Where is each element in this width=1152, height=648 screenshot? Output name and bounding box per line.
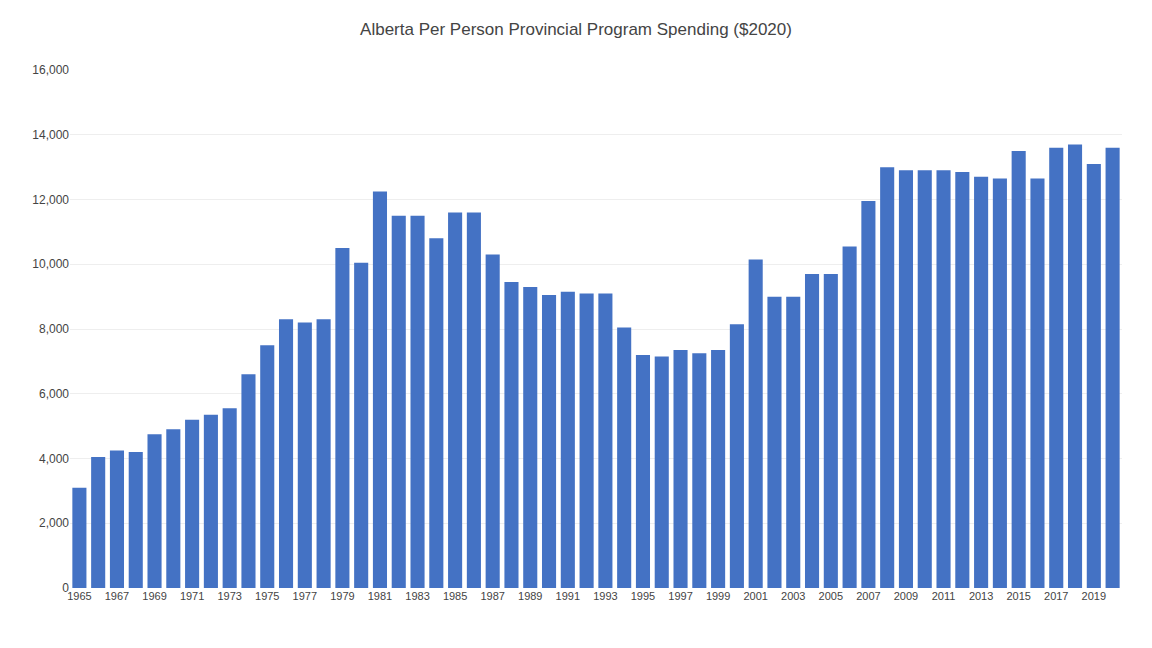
- svg-text:1981: 1981: [368, 590, 392, 602]
- svg-text:1973: 1973: [217, 590, 241, 602]
- svg-text:14,000: 14,000: [32, 128, 69, 142]
- svg-text:1979: 1979: [330, 590, 354, 602]
- svg-text:1975: 1975: [255, 590, 279, 602]
- svg-text:2017: 2017: [1044, 590, 1068, 602]
- svg-text:12,000: 12,000: [32, 193, 69, 207]
- svg-text:1997: 1997: [668, 590, 692, 602]
- svg-text:2,000: 2,000: [39, 516, 69, 530]
- svg-text:8,000: 8,000: [39, 322, 69, 336]
- svg-text:2013: 2013: [969, 590, 993, 602]
- svg-text:1983: 1983: [405, 590, 429, 602]
- svg-text:1987: 1987: [480, 590, 504, 602]
- svg-text:2005: 2005: [819, 590, 843, 602]
- svg-text:Alberta Per Person Provincial: Alberta Per Person Provincial Program Sp…: [360, 20, 792, 39]
- svg-text:2007: 2007: [856, 590, 880, 602]
- svg-text:2003: 2003: [781, 590, 805, 602]
- svg-text:1991: 1991: [556, 590, 580, 602]
- svg-text:1977: 1977: [293, 590, 317, 602]
- svg-text:10,000: 10,000: [32, 257, 69, 271]
- svg-text:1967: 1967: [105, 590, 129, 602]
- svg-text:1995: 1995: [631, 590, 655, 602]
- svg-text:2001: 2001: [743, 590, 767, 602]
- svg-text:1993: 1993: [593, 590, 617, 602]
- svg-text:1985: 1985: [443, 590, 467, 602]
- svg-text:2019: 2019: [1082, 590, 1106, 602]
- svg-text:1999: 1999: [706, 590, 730, 602]
- svg-text:1989: 1989: [518, 590, 542, 602]
- svg-text:2015: 2015: [1006, 590, 1030, 602]
- svg-text:2009: 2009: [894, 590, 918, 602]
- svg-text:0: 0: [62, 581, 69, 595]
- svg-text:16,000: 16,000: [32, 63, 69, 77]
- svg-text:6,000: 6,000: [39, 387, 69, 401]
- svg-text:1971: 1971: [180, 590, 204, 602]
- svg-text:1969: 1969: [142, 590, 166, 602]
- svg-text:4,000: 4,000: [39, 452, 69, 466]
- svg-text:2011: 2011: [932, 590, 956, 602]
- svg-text:1965: 1965: [67, 590, 91, 602]
